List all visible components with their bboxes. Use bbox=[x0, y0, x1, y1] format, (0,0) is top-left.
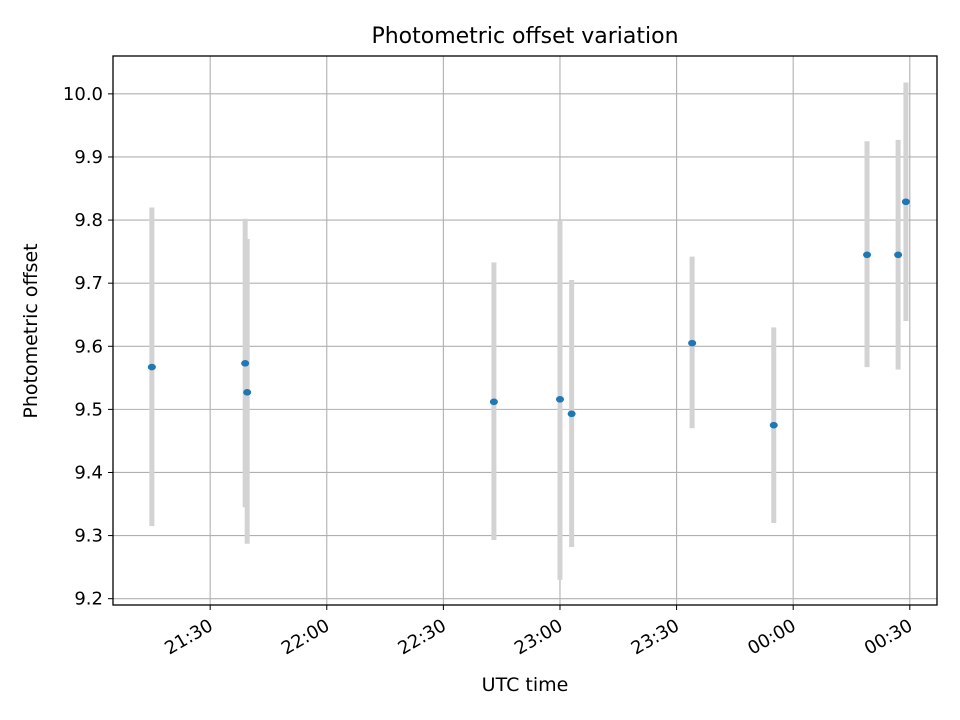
data-points bbox=[147, 198, 910, 429]
y-tick-label: 9.6 bbox=[74, 336, 103, 357]
data-point bbox=[769, 421, 778, 429]
data-point bbox=[688, 339, 697, 347]
y-tick-label: 9.4 bbox=[74, 462, 103, 483]
y-tick-label: 9.2 bbox=[74, 589, 103, 610]
y-tick-label: 9.8 bbox=[74, 210, 103, 231]
y-tick-label: 9.3 bbox=[74, 526, 103, 547]
data-point bbox=[243, 389, 252, 396]
chart-title: Photometric offset variation bbox=[371, 24, 678, 49]
data-point bbox=[567, 410, 576, 418]
plot-frame bbox=[112, 55, 938, 606]
data-point bbox=[489, 398, 498, 406]
data-point bbox=[555, 395, 564, 403]
y-axis-label: Photometric offset bbox=[20, 243, 42, 418]
data-point bbox=[901, 198, 910, 206]
y-tick-label: 9.9 bbox=[74, 147, 103, 168]
data-point bbox=[241, 360, 250, 367]
y-tick-label: 9.5 bbox=[74, 399, 103, 420]
data-point bbox=[894, 251, 903, 259]
y-tick-label: 10.0 bbox=[63, 84, 103, 105]
data-point bbox=[863, 251, 872, 259]
x-axis-label: UTC time bbox=[482, 674, 569, 696]
y-tick-label: 9.7 bbox=[74, 273, 103, 294]
data-point bbox=[147, 363, 156, 371]
